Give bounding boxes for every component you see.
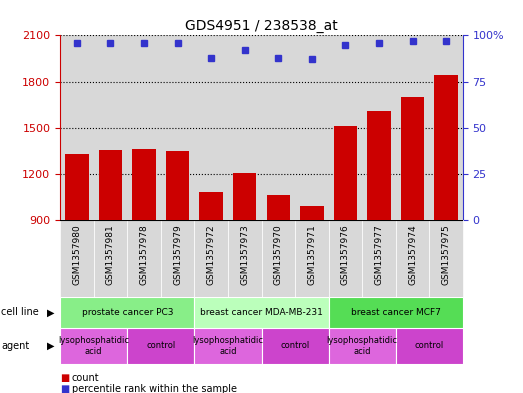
Bar [328, 220, 362, 297]
Text: ▶: ▶ [47, 341, 54, 351]
Bar [434, 75, 458, 358]
Bar [396, 35, 429, 220]
Bar [65, 154, 89, 358]
Bar [262, 220, 295, 297]
Text: ■: ■ [60, 384, 70, 393]
Bar [60, 328, 127, 364]
Text: percentile rank within the sample: percentile rank within the sample [72, 384, 236, 393]
Text: GSM1357980: GSM1357980 [72, 224, 82, 285]
Text: prostate cancer PC3: prostate cancer PC3 [82, 308, 173, 317]
Bar [362, 35, 396, 220]
Bar [60, 297, 195, 328]
Text: count: count [72, 373, 99, 383]
Bar [396, 328, 463, 364]
Bar [429, 35, 463, 220]
Text: lysophosphatidic
acid: lysophosphatidic acid [58, 336, 129, 356]
Bar [199, 192, 223, 358]
Text: control: control [146, 342, 175, 350]
Text: ▶: ▶ [47, 307, 54, 318]
Bar [228, 35, 262, 220]
Bar [300, 206, 324, 358]
Text: GSM1357979: GSM1357979 [173, 224, 182, 285]
Bar [99, 150, 122, 358]
Text: GSM1357975: GSM1357975 [441, 224, 451, 285]
Bar [334, 126, 357, 358]
Text: agent: agent [1, 341, 29, 351]
Bar [295, 220, 328, 297]
Text: GSM1357973: GSM1357973 [240, 224, 249, 285]
Bar [328, 328, 396, 364]
Bar [195, 328, 262, 364]
Text: GSM1357972: GSM1357972 [207, 224, 215, 285]
Text: lysophosphatidic
acid: lysophosphatidic acid [327, 336, 397, 356]
Text: breast cancer MCF7: breast cancer MCF7 [351, 308, 441, 317]
Bar [328, 297, 463, 328]
Bar [262, 35, 295, 220]
Bar [195, 297, 328, 328]
Title: GDS4951 / 238538_at: GDS4951 / 238538_at [185, 19, 338, 33]
Bar [132, 149, 156, 358]
Text: GSM1357981: GSM1357981 [106, 224, 115, 285]
Bar [262, 328, 328, 364]
Bar [60, 220, 94, 297]
Bar [195, 35, 228, 220]
Bar [94, 220, 127, 297]
Text: GSM1357974: GSM1357974 [408, 224, 417, 285]
Bar [195, 220, 228, 297]
Bar [60, 35, 94, 220]
Bar [94, 35, 127, 220]
Text: ■: ■ [60, 373, 70, 383]
Bar [295, 35, 328, 220]
Bar [161, 35, 195, 220]
Text: GSM1357970: GSM1357970 [274, 224, 283, 285]
Text: GSM1357971: GSM1357971 [308, 224, 316, 285]
Text: cell line: cell line [1, 307, 39, 318]
Bar [328, 35, 362, 220]
Text: GSM1357977: GSM1357977 [374, 224, 383, 285]
Text: lysophosphatidic
acid: lysophosphatidic acid [192, 336, 264, 356]
Text: GSM1357976: GSM1357976 [341, 224, 350, 285]
Text: GSM1357978: GSM1357978 [140, 224, 149, 285]
Bar [127, 35, 161, 220]
Bar [127, 328, 195, 364]
Text: control: control [280, 342, 310, 350]
Bar [267, 195, 290, 358]
Bar [396, 220, 429, 297]
Bar [233, 173, 256, 358]
Bar [401, 97, 424, 358]
Bar [161, 220, 195, 297]
Bar [127, 220, 161, 297]
Bar [367, 111, 391, 358]
Bar [429, 220, 463, 297]
Text: breast cancer MDA-MB-231: breast cancer MDA-MB-231 [200, 308, 323, 317]
Text: control: control [415, 342, 444, 350]
Bar [228, 220, 262, 297]
Bar [166, 151, 189, 358]
Bar [362, 220, 396, 297]
